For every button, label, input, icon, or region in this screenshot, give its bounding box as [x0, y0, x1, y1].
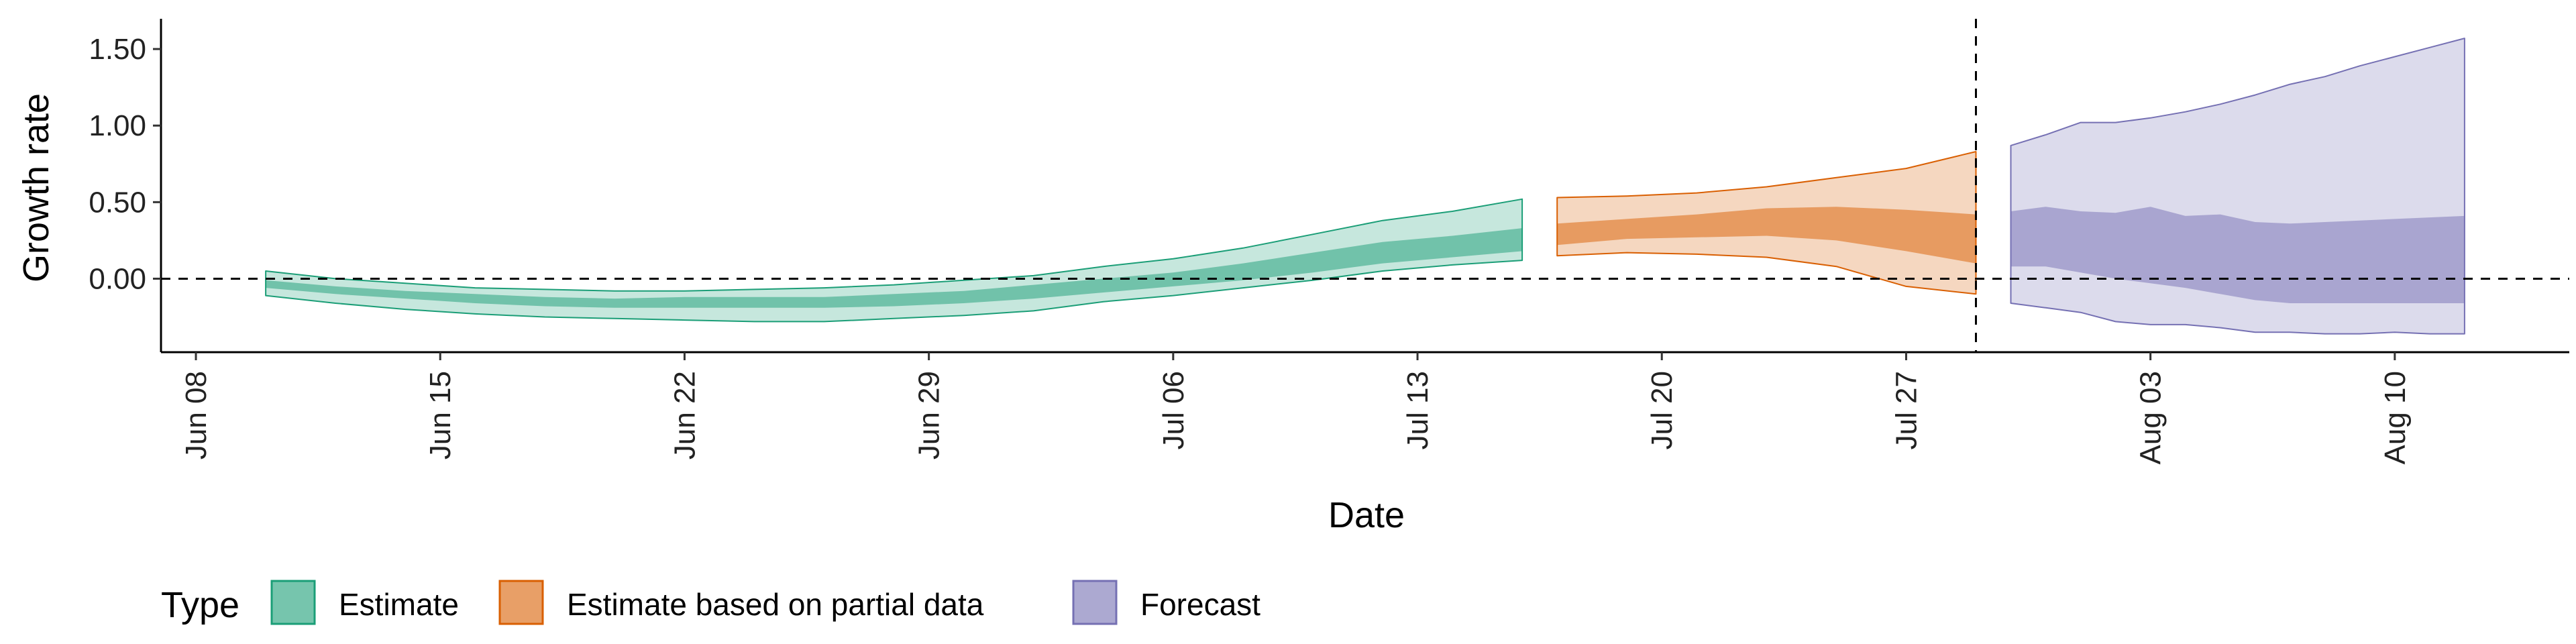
legend-label: Estimate [339, 587, 459, 622]
band-50-series-1 [1557, 207, 1976, 264]
legend: Type Estimate Estimate based on partial d… [161, 580, 1260, 625]
series-bands [265, 38, 2465, 335]
x-tick-label: Jul 20 [1646, 371, 1678, 449]
legend-items: Estimate Estimate based on partial data Fo… [270, 580, 1260, 625]
x-tick-label: Jul 13 [1401, 371, 1434, 449]
x-tick-label: Aug 10 [2379, 371, 2412, 464]
y-tick-label: 1.00 [89, 109, 146, 142]
legend-title: Type [161, 585, 239, 625]
x-tick-label: Jul 06 [1157, 371, 1190, 449]
legend-label: Forecast [1140, 587, 1260, 622]
legend-label: Estimate based on partial data [567, 587, 984, 622]
y-tick-label: 0.50 [89, 186, 146, 219]
x-axis-title: Date [1328, 495, 1405, 535]
x-tick-label: Jun 08 [180, 371, 213, 460]
x-tick-label: Jun 29 [913, 371, 946, 460]
y-tick-label: 1.50 [89, 33, 146, 66]
axes [160, 19, 2569, 354]
y-tick-label: 0.00 [89, 262, 146, 295]
legend-swatch [498, 580, 544, 625]
legend-swatch [1072, 580, 1118, 625]
reference-lines [161, 19, 2569, 352]
tick-labels: 0.00 0.50 1.00 1.50 Jun 08 Jun 15 Jun 22 Jun 29… [89, 33, 2412, 464]
band-90-series-0 [265, 198, 1523, 323]
x-tick-label: Jun 15 [424, 371, 457, 460]
y-axis-title: Growth rate [16, 93, 56, 282]
legend-swatch [270, 580, 316, 625]
x-tick-label: Jun 22 [668, 371, 701, 460]
band-50-series-0 [266, 228, 1523, 308]
x-tick-label: Aug 03 [2135, 371, 2167, 464]
band-50-series-2 [2010, 207, 2465, 303]
x-tick-label: Jul 27 [1890, 371, 1923, 449]
